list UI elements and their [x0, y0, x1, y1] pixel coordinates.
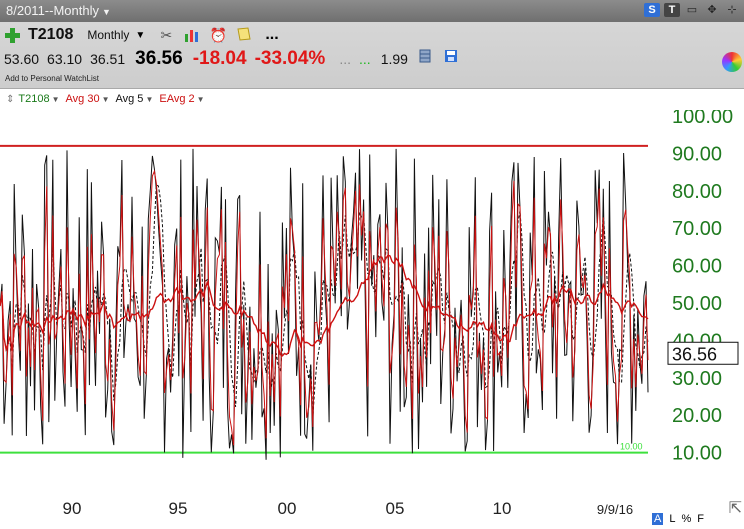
window-title[interactable]: 8/2011--Monthly ▼	[6, 3, 111, 18]
move-icon[interactable]: ✥	[707, 4, 717, 16]
change-value: -18.04	[192, 48, 247, 69]
status-bar: A L % F	[652, 513, 704, 525]
y-tick-label: 50.00	[672, 293, 722, 315]
symbol-toolbar: T2108 Monthly ▼ ✂ ⏰ ...	[4, 24, 279, 46]
legend-item-eavg2[interactable]: EAvg 2 ▼	[159, 93, 204, 105]
add-plus-icon[interactable]	[4, 27, 20, 43]
chart-header: 8/2011--Monthly ▼ S T ▭ ✥ ⊹ T2108 Monthly…	[0, 0, 744, 89]
series-avg5-line	[0, 183, 649, 418]
t-button[interactable]: T	[664, 3, 680, 17]
y-tick-label: 30.00	[672, 368, 722, 390]
indicator-legend: ⇕ T2108 ▼ Avg 30 ▼ Avg 5 ▼ EAvg 2 ▼	[0, 89, 744, 109]
more-button[interactable]: ...	[265, 26, 279, 43]
indicators-icon[interactable]	[183, 26, 201, 44]
y-tick-label: 80.00	[672, 181, 722, 203]
x-tick-label: 10	[493, 499, 512, 515]
x-tick-label: 90	[63, 499, 82, 515]
add-to-watchlist-link[interactable]: Add to Personal WatchList	[5, 74, 99, 83]
chevron-down-icon: ▼	[145, 95, 154, 104]
legend-label: Avg 30	[65, 93, 100, 105]
y-tick-label: 100.00	[672, 110, 733, 128]
open-value: 53.60	[4, 51, 40, 67]
chevron-down-icon: ▼	[196, 95, 205, 104]
last-value-label: 36.56	[672, 344, 717, 364]
low-value: 36.51	[90, 51, 126, 67]
y-tick-label: 60.00	[672, 256, 722, 278]
period-select[interactable]: Monthly	[87, 28, 130, 42]
legend-item-avg5[interactable]: Avg 5 ▼	[116, 93, 154, 105]
restore-icon[interactable]: ▭	[686, 4, 698, 16]
y-tick-label: 10.00	[672, 443, 722, 465]
legend-grip-icon[interactable]: ⇕	[6, 93, 15, 105]
x-tick-label: 95	[169, 499, 188, 515]
a-toggle[interactable]: A	[652, 513, 664, 525]
y-tick-label: 90.00	[672, 143, 722, 165]
symbol-field[interactable]: T2108	[28, 26, 74, 43]
s-button[interactable]: S	[644, 3, 660, 17]
reference-line-label: 10.00	[620, 442, 643, 452]
volume-value: 1.99	[380, 51, 408, 67]
quote-row: 53.60 63.10 36.51 36.56 -18.04 -33.04% .…	[4, 48, 468, 72]
chevron-down-icon: ▼	[101, 7, 111, 17]
price-chart[interactable]: 10.00 100.0090.0080.0070.0060.0050.0040.…	[0, 110, 744, 515]
x-tick-label: 9/9/16	[597, 502, 633, 515]
f-toggle[interactable]: F	[697, 513, 704, 525]
legend-label: Avg 5	[115, 93, 144, 105]
dots-green: ...	[359, 51, 371, 67]
plot-area: 10.00	[0, 144, 649, 460]
high-value: 63.10	[47, 51, 83, 67]
legend-label: T2108	[18, 93, 50, 105]
chevron-down-icon: ▼	[51, 95, 60, 104]
window-title-text: 8/2011--Monthly	[6, 3, 99, 18]
y-tick-label: 20.00	[672, 405, 722, 427]
note-icon[interactable]	[235, 26, 253, 44]
color-palette-icon[interactable]	[722, 52, 742, 72]
l-toggle[interactable]: L	[669, 513, 676, 525]
series-eavg2-line	[0, 169, 649, 446]
x-tick-label: 00	[278, 499, 297, 515]
save-icon[interactable]	[442, 48, 460, 66]
x-axis: 90 95 00 05 10 9/9/16	[63, 499, 634, 515]
period-dropdown-icon[interactable]: ▼	[135, 29, 146, 41]
pct-toggle[interactable]: %	[681, 513, 692, 525]
last-price: 36.56	[135, 48, 183, 69]
legend-item-t2108[interactable]: T2108 ▼	[18, 93, 59, 105]
database-icon[interactable]	[416, 48, 434, 66]
pin-icon[interactable]: ⊹	[727, 4, 737, 16]
resize-icon[interactable]: ⇱	[728, 500, 742, 517]
legend-item-avg30[interactable]: Avg 30 ▼	[66, 93, 110, 105]
y-axis: 100.0090.0080.0070.0060.0050.0040.0030.0…	[667, 110, 739, 465]
change-percent: -33.04%	[254, 48, 326, 69]
legend-label: EAvg 2	[159, 93, 195, 105]
x-tick-label: 05	[386, 499, 405, 515]
title-bar: 8/2011--Monthly ▼ S T ▭ ✥ ⊹	[0, 0, 744, 22]
dots-gray: ...	[339, 51, 352, 67]
last-value-box	[667, 341, 739, 365]
chevron-down-icon: ▼	[101, 95, 110, 104]
window-controls: S T ▭ ✥ ⊹	[644, 3, 740, 17]
alarm-clock-icon[interactable]: ⏰	[209, 27, 228, 43]
y-tick-label: 70.00	[672, 218, 722, 240]
tools-icon[interactable]: ✂	[160, 27, 173, 43]
series-avg30-line	[0, 254, 649, 357]
